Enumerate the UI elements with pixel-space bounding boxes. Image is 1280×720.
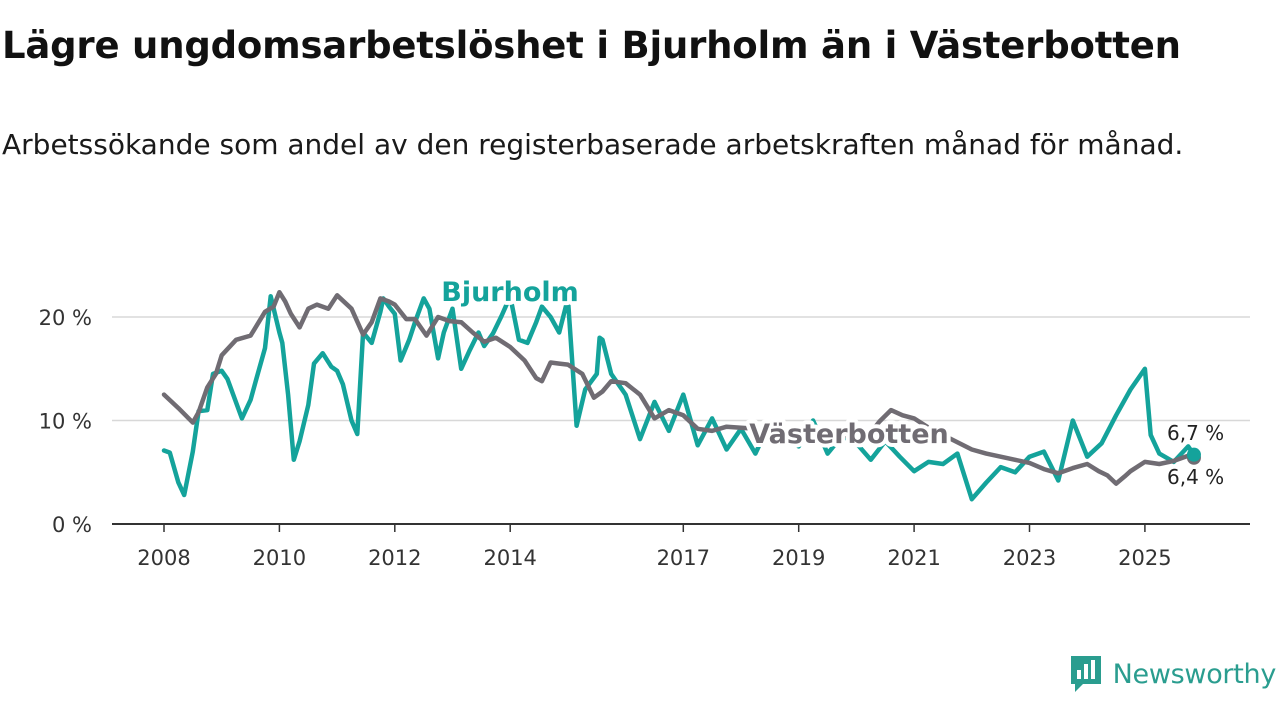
series-label-v-sterbotten: Västerbotten [749, 419, 948, 450]
x-tick-label: 2019 [772, 546, 825, 570]
chart-title: Lägre ungdomsarbetslöshet i Bjurholm än … [2, 24, 1181, 67]
x-tick-label: 2010 [253, 546, 306, 570]
x-tick-label: 2012 [368, 546, 421, 570]
x-tick-label: 2023 [1003, 546, 1056, 570]
brand-logo: Newsworthy [1069, 654, 1276, 694]
series-line-v-sterbotten [161, 289, 1197, 486]
brand-name: Newsworthy [1112, 658, 1277, 690]
chart-subtitle: Arbetssökande som andel av den registerb… [2, 128, 1184, 161]
end-value-label-v-sterbotten: 6,4 % [1167, 465, 1224, 489]
series-label-bjurholm: Bjurholm [441, 277, 579, 308]
newsworthy-logo-icon [1070, 656, 1101, 692]
x-tick-label: 2008 [137, 546, 190, 570]
x-tick-label: 2025 [1118, 546, 1171, 570]
end-value-label-bjurholm: 6,7 % [1167, 421, 1224, 445]
y-tick-label: 10 % [39, 410, 92, 434]
series-line-bjurholm [161, 294, 1197, 502]
x-tick-label: 2014 [483, 546, 536, 570]
x-tick-label: 2021 [887, 546, 940, 570]
y-tick-label: 0 % [52, 513, 92, 537]
end-point-bjurholm [1186, 447, 1201, 462]
y-tick-label: 20 % [39, 306, 92, 330]
x-tick-label: 2017 [657, 546, 710, 570]
